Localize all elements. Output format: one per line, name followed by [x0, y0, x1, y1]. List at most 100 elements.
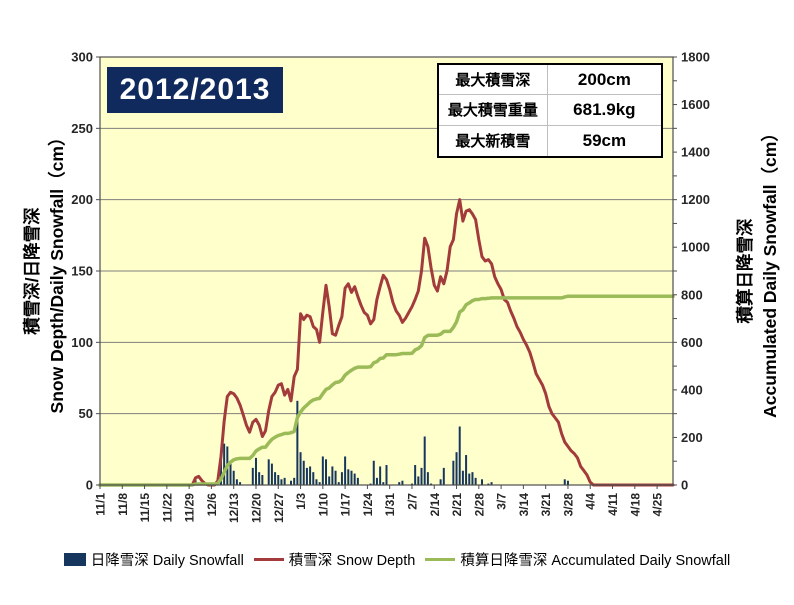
- right-axis-tick-label: 1000: [681, 240, 710, 255]
- daily-snowfall-bar: [471, 472, 474, 485]
- daily-snowfall-bar: [283, 477, 286, 485]
- legend-label-accumulated: 積算日降雪深 Accumulated Daily Snowfall: [460, 553, 731, 569]
- daily-snowfall-bar: [410, 483, 413, 485]
- daily-snowfall-bar: [267, 459, 270, 485]
- daily-snowfall-bar: [325, 459, 328, 485]
- right-axis-tick-label: 800: [681, 287, 703, 302]
- daily-snowfall-bar: [398, 482, 401, 485]
- daily-snowfall-bar: [369, 483, 372, 485]
- daily-snowfall-bar: [239, 482, 242, 485]
- x-axis-tick-label: 4/4: [584, 493, 598, 510]
- right-axis-tick-label: 1400: [681, 145, 710, 160]
- x-axis-tick-label: 1/17: [339, 493, 353, 517]
- left-axis-title-en: Snow Depth/Daily Snowfall（cm）: [47, 128, 67, 414]
- accumulated-snowfall-line: [98, 294, 675, 487]
- daily-snowfall-bar: [261, 475, 264, 485]
- daily-snowfall-bar: [344, 456, 347, 485]
- right-axis-tick-label: 1800: [681, 50, 710, 65]
- daily-snowfall-bar: [385, 465, 388, 485]
- x-axis-tick-label: 4/25: [651, 493, 665, 517]
- daily-snowfall-bar: [461, 470, 464, 485]
- right-axis-tick-label: 1600: [681, 97, 710, 112]
- daily-snowfall-bar: [305, 467, 308, 485]
- daily-snowfall-bar: [235, 479, 238, 485]
- x-axis-tick-label: 11/29: [183, 493, 197, 523]
- right-axis-tick-label: 1200: [681, 192, 710, 207]
- daily-snowfall-bar: [296, 400, 299, 485]
- x-axis-tick-label: 11/15: [138, 493, 152, 523]
- daily-snowfall-bar: [439, 479, 442, 485]
- daily-snowfall-bar: [280, 479, 283, 485]
- daily-snowfall-bar: [337, 482, 340, 485]
- daily-snowfall-bar: [455, 452, 458, 485]
- daily-snowfall-bar: [254, 457, 257, 485]
- legend-item-accumulated: 積算日降雪深 Accumulated Daily Snowfall: [425, 549, 730, 570]
- daily-snowfall-bar: [442, 467, 445, 485]
- x-axis-tick-label: 4/11: [606, 493, 620, 516]
- daily-snowfall-bar: [375, 477, 378, 485]
- daily-snowfall-bar: [309, 466, 312, 485]
- daily-snowfall-bar: [458, 426, 461, 485]
- x-axis-tick-label: 12/13: [227, 493, 241, 523]
- x-axis-tick-label: 2/28: [472, 493, 486, 517]
- x-axis-tick-label: 4/18: [628, 493, 642, 517]
- daily-snowfall-bar: [465, 455, 468, 485]
- snow-depth-line: [98, 198, 675, 487]
- left-axis-title: 積雪深/日降雪深 Snow Depth/Daily Snowfall（cm）: [19, 56, 71, 486]
- legend-item-snow-depth: 積雪深 Snow Depth: [253, 549, 416, 570]
- x-axis-tick-label: 2/7: [405, 493, 419, 510]
- daily-snowfall-bar: [426, 472, 429, 485]
- daily-snowfall-bar: [420, 467, 423, 485]
- daily-snowfall-bar: [299, 452, 302, 485]
- stat-max-depth-label: 最大積雪深: [439, 65, 548, 96]
- right-axis-title-en: Accumulated Daily Snowfall（cm）: [760, 124, 780, 418]
- daily-snowfall-bar: [356, 477, 359, 485]
- left-axis-tick-label: 200: [71, 192, 93, 207]
- x-axis-tick-label: 12/20: [249, 493, 263, 523]
- daily-snowfall-bar: [331, 466, 334, 485]
- daily-snowfall-bar: [481, 479, 483, 485]
- x-axis-tick-label: 3/28: [561, 493, 575, 517]
- x-axis-tick-label: 11/8: [116, 493, 130, 516]
- legend-item-daily-snowfall: 日降雪深 Daily Snowfall: [63, 549, 244, 570]
- x-axis-tick-label: 11/22: [160, 493, 174, 523]
- daily-snowfall-bar: [328, 476, 331, 485]
- x-axis-tick-label: 3/14: [517, 493, 531, 517]
- stat-max-new-snow-label: 最大新積雪: [439, 125, 548, 156]
- x-axis-tick-label: 11/1: [94, 493, 108, 516]
- season-title: 2012/2013: [107, 67, 283, 113]
- legend: 日降雪深 Daily Snowfall 積雪深 Snow Depth 積算日降雪…: [0, 549, 794, 570]
- daily-snowfall-bar: [270, 463, 273, 485]
- daily-snowfall-bar: [321, 456, 324, 485]
- right-axis-tick-label: 200: [681, 430, 703, 445]
- daily-snowfall-bar: [423, 436, 426, 485]
- x-axis-tick-label: 3/7: [495, 493, 509, 510]
- daily-snowfall-bar: [223, 443, 226, 485]
- daily-snowfall-bar: [347, 469, 350, 485]
- daily-snowfall-bar: [350, 470, 353, 485]
- left-axis-tick-label: 300: [71, 50, 93, 65]
- legend-label-snow-depth: 積雪深 Snow Depth: [288, 553, 416, 569]
- x-axis-tick-label: 12/27: [272, 493, 286, 523]
- daily-snowfall-bar: [334, 470, 337, 485]
- daily-snowfall-bar: [318, 482, 321, 485]
- x-axis-tick-label: 1/10: [316, 493, 330, 517]
- daily-snowfall-bar: [474, 477, 477, 485]
- daily-snowfall-bar: [194, 479, 197, 485]
- daily-snowfall-bar: [401, 480, 404, 485]
- left-axis-tick-label: 250: [71, 121, 93, 136]
- stat-max-weight-value: 681.9kg: [547, 95, 661, 126]
- x-axis-tick-label: 3/21: [539, 493, 553, 517]
- right-axis-title: 積算日降雪深 Accumulated Daily Snowfall（cm）: [732, 41, 784, 501]
- right-axis-tick-label: 400: [681, 382, 703, 397]
- left-axis-tick-label: 50: [79, 406, 93, 421]
- stats-table: 最大積雪深 200cm 最大積雪重量 681.9kg 最大新積雪 59cm: [437, 63, 663, 158]
- daily-snowfall-bar: [490, 482, 493, 485]
- daily-snowfall-bar: [315, 479, 318, 485]
- accumulated-swatch: [425, 557, 456, 562]
- daily-snowfall-bar: [302, 460, 305, 485]
- daily-snowfall-bar: [382, 482, 385, 485]
- x-axis-tick-label: 1/24: [361, 493, 375, 517]
- left-axis-title-jp: 積雪深/日降雪深: [22, 207, 42, 335]
- daily-snowfall-bar: [468, 473, 471, 485]
